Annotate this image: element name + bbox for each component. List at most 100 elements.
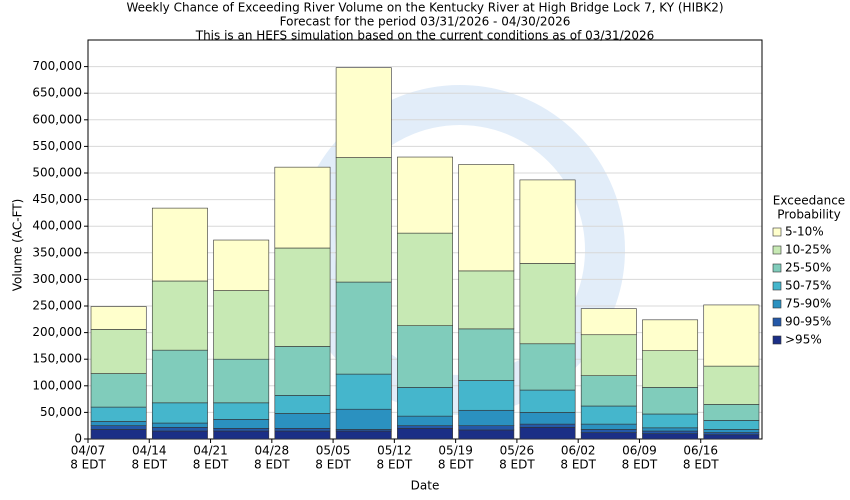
legend-swatch	[772, 245, 782, 255]
x-tick-label: 06/16	[683, 444, 718, 458]
bar-segment	[335, 67, 392, 158]
y-tick-label: 100,000	[32, 378, 82, 392]
bar-segment	[580, 334, 637, 376]
legend-label: 25-50%	[785, 261, 831, 275]
bar-segment	[335, 373, 392, 410]
bar-segment	[703, 365, 760, 405]
x-tick-sublabel: 8 EDT	[622, 458, 658, 472]
x-tick-label: 05/12	[377, 444, 412, 458]
bar-segment	[90, 425, 147, 430]
bar-segment	[397, 425, 453, 429]
bar-segment	[90, 421, 147, 427]
bar-segment	[151, 426, 208, 432]
bar-segment	[274, 430, 331, 440]
bar-segment	[274, 247, 331, 347]
y-tick-label: 650,000	[32, 86, 82, 100]
bar-segment	[397, 387, 453, 417]
x-tick-label: 05/05	[316, 444, 351, 458]
bar-segment	[703, 432, 760, 436]
bar-segment	[458, 380, 515, 411]
bar-segment	[274, 395, 331, 414]
bar-segment	[213, 430, 270, 440]
bar-segment	[458, 429, 515, 440]
bar-segment	[703, 304, 760, 367]
bar-segment	[397, 232, 453, 326]
legend-label: 75-90%	[785, 297, 831, 311]
bar-segment	[703, 404, 760, 421]
bar-segment	[642, 413, 699, 429]
y-tick-label: 600,000	[32, 112, 82, 126]
bar-segment	[580, 308, 637, 336]
bar-segment	[335, 408, 392, 430]
legend-swatch	[772, 263, 782, 273]
x-tick-sublabel: 8 EDT	[499, 458, 535, 472]
x-tick-label: 04/14	[132, 444, 167, 458]
bar-segment	[458, 164, 515, 272]
bar-segment	[519, 423, 576, 428]
x-tick-label: 06/09	[622, 444, 657, 458]
bar-segment	[642, 430, 699, 434]
y-tick-label: 200,000	[32, 325, 82, 339]
legend-swatch	[772, 299, 782, 309]
bar-segment	[458, 409, 515, 427]
bar-segment	[703, 429, 760, 433]
legend-label: 90-95%	[785, 315, 831, 329]
x-tick-label: 04/21	[193, 444, 228, 458]
bar-segment	[213, 402, 270, 420]
x-tick-sublabel: 8 EDT	[70, 458, 106, 472]
bar-segment	[519, 263, 576, 345]
bar-segment	[335, 157, 392, 283]
bar-segment	[458, 328, 515, 381]
bar-segment	[335, 281, 392, 375]
y-tick-label: 500,000	[32, 166, 82, 180]
y-axis-label: Volume (AC-FT)	[11, 199, 25, 292]
bar-segment	[580, 375, 637, 407]
x-tick-sublabel: 8 EDT	[683, 458, 719, 472]
bar-segment	[274, 413, 331, 429]
bar-segment	[335, 430, 392, 440]
bar-segment	[151, 280, 208, 351]
x-tick-label: 05/19	[438, 444, 473, 458]
legend-title: Probability	[777, 208, 840, 222]
x-tick-sublabel: 8 EDT	[377, 458, 413, 472]
bar-segment	[397, 325, 453, 388]
x-tick-sublabel: 8 EDT	[254, 458, 290, 472]
bar-segment	[519, 426, 576, 440]
bar-segment	[703, 420, 760, 430]
bar-segment	[703, 434, 760, 440]
legend-label: 50-75%	[785, 279, 831, 293]
bar-segment	[580, 432, 637, 440]
bar-segment	[90, 373, 147, 408]
bar-segment	[90, 329, 147, 374]
y-tick-label: 0	[74, 432, 82, 446]
y-tick-label: 300,000	[32, 272, 82, 286]
y-tick-label: 400,000	[32, 219, 82, 233]
y-tick-label: 550,000	[32, 139, 82, 153]
bar-segment	[519, 179, 576, 264]
bar-segment	[397, 156, 453, 234]
x-tick-label: 06/02	[561, 444, 596, 458]
bar-segment	[90, 406, 147, 422]
chart-subtitle: This is an HEFS simulation based on the …	[195, 29, 655, 43]
bar-segment	[458, 270, 515, 330]
bar-segment	[274, 428, 331, 432]
bar-segment	[397, 428, 453, 440]
bar-segment	[151, 422, 208, 428]
x-axis-label: Date	[411, 479, 440, 493]
legend-swatch	[772, 317, 782, 327]
bar-segment	[397, 415, 453, 426]
bar-segment	[519, 412, 576, 425]
legend-swatch	[772, 281, 782, 291]
bar-segment	[274, 346, 331, 396]
y-tick-label: 250,000	[32, 299, 82, 313]
bar-segment	[90, 429, 147, 440]
bar-segment	[642, 319, 699, 351]
bar-segment	[642, 350, 699, 388]
x-tick-sublabel: 8 EDT	[193, 458, 229, 472]
y-tick-label: 450,000	[32, 192, 82, 206]
legend-swatch	[772, 335, 782, 345]
y-tick-label: 150,000	[32, 352, 82, 366]
legend-swatch	[772, 227, 782, 237]
x-tick-sublabel: 8 EDT	[315, 458, 351, 472]
